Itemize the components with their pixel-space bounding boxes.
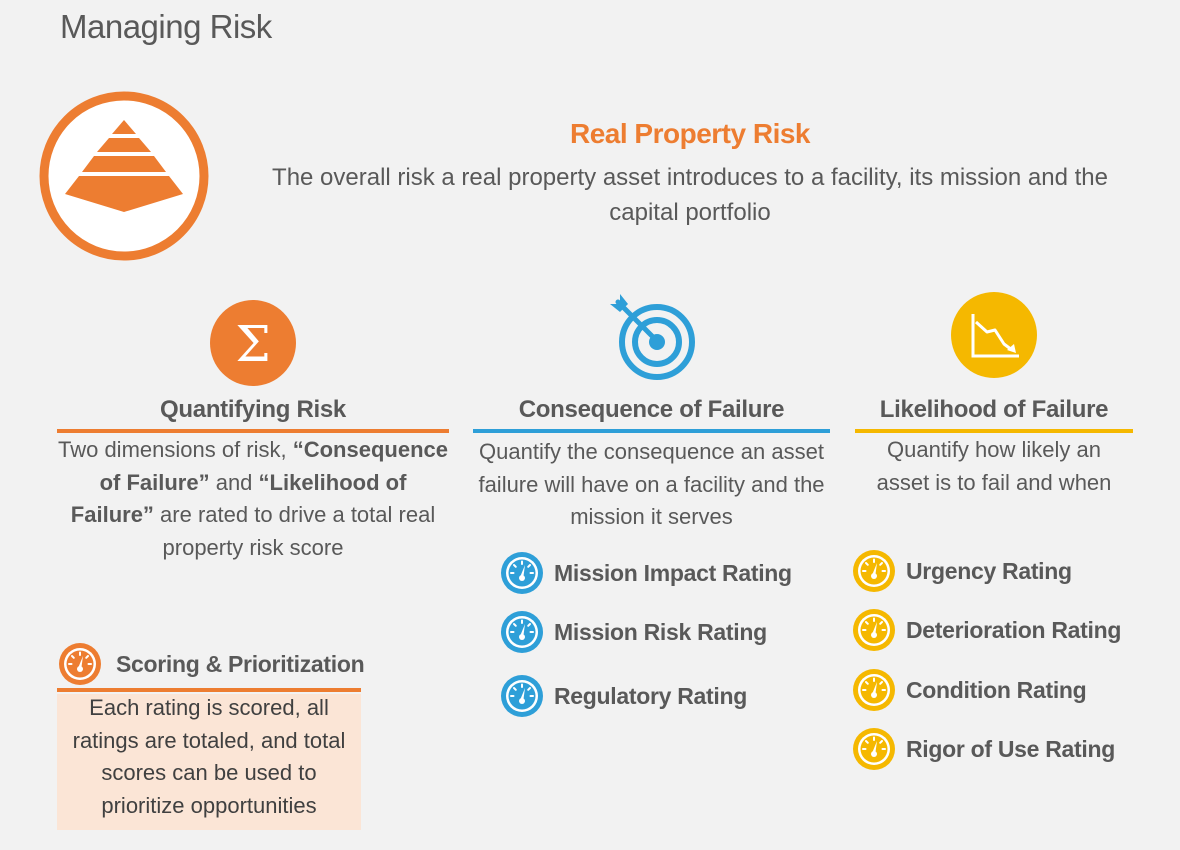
scoring-title: Scoring & Prioritization — [116, 650, 365, 677]
pyramid-icon — [39, 91, 209, 261]
gauge-icon — [500, 610, 544, 654]
gauge-icon — [852, 608, 896, 652]
scoring-description: Each rating is scored, all ratings are t… — [72, 695, 346, 818]
scoring-divider — [57, 688, 361, 692]
likelihood-divider — [855, 429, 1133, 433]
page-title: Managing Risk — [60, 8, 272, 45]
target-icon — [610, 294, 695, 380]
consequence-description: Quantify the consequence an asset failur… — [478, 439, 825, 529]
rating-rigor-of-use: Rigor of Use Rating — [852, 727, 1115, 771]
rating-label: Deterioration Rating — [906, 616, 1122, 643]
gauge-icon — [852, 727, 896, 771]
gauge-icon — [852, 668, 896, 712]
quantifying-desc-part: are rated to drive a total real property… — [153, 502, 436, 560]
quantifying-desc-emphasis: “Consequence of Failure” — [99, 437, 448, 495]
hero-title: Real Property Risk — [570, 118, 811, 149]
rating-urgency: Urgency Rating — [852, 549, 1072, 593]
svg-text:Σ: Σ — [235, 315, 270, 373]
gauge-icon — [852, 549, 896, 593]
quantifying-desc-emphasis: “Likelihood of Failure” — [70, 469, 407, 528]
quantifying-desc-part: and — [209, 469, 259, 495]
consequence-divider — [473, 429, 830, 433]
rating-label: Mission Impact Rating — [554, 559, 792, 586]
rating-condition: Condition Rating — [852, 668, 1087, 712]
hero-description: The overall risk a real property asset i… — [240, 160, 1140, 230]
likelihood-description: Quantify how likely an asset is to fail … — [876, 437, 1112, 495]
likelihood-of-failure-title: Likelihood of Failure — [879, 396, 1109, 423]
gauge-icon — [500, 674, 544, 718]
gauge-icon — [500, 551, 544, 595]
rating-mission-impact: Mission Impact Rating — [500, 551, 792, 595]
scoring-box — [57, 694, 361, 830]
rating-label: Regulatory Rating — [554, 682, 747, 709]
scoring-heading: Scoring & Prioritization — [58, 642, 365, 686]
rating-label: Condition Rating — [906, 676, 1087, 703]
gauge-icon — [58, 642, 102, 686]
hero-description-line-1: The overall risk a real property asset i… — [272, 164, 1108, 191]
rating-label: Rigor of Use Rating — [906, 735, 1115, 762]
quantifying-divider — [57, 429, 449, 433]
rating-regulatory: Regulatory Rating — [500, 674, 747, 718]
rating-deterioration: Deterioration Rating — [852, 608, 1121, 652]
consequence-of-failure-title: Consequence of Failure — [518, 396, 785, 423]
quantifying-desc-part: Two dimensions of risk, — [57, 437, 293, 462]
rating-label: Urgency Rating — [906, 557, 1072, 584]
quantifying-risk-title: Quantifying Risk — [160, 396, 346, 423]
hero-description-line-2: capital portfolio — [609, 199, 771, 226]
quantifying-risk-description: Two dimensions of risk, “Consequence of … — [57, 434, 449, 564]
rating-label: Mission Risk Rating — [554, 618, 767, 645]
sigma-icon: Σ — [210, 300, 296, 386]
rating-mission-risk: Mission Risk Rating — [500, 610, 767, 654]
declining-chart-icon — [951, 292, 1037, 378]
